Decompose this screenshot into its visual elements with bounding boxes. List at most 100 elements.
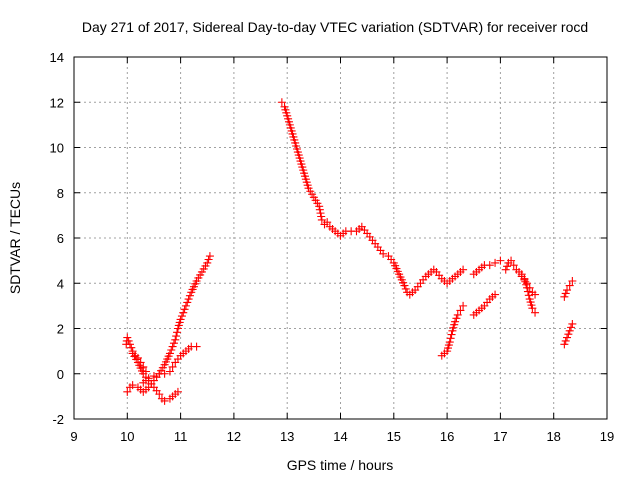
x-tick-label: 18 — [546, 429, 560, 444]
data-point — [144, 374, 153, 383]
data-point — [155, 390, 164, 399]
x-tick-label: 19 — [600, 429, 614, 444]
data-point — [205, 252, 214, 261]
data-point — [128, 381, 137, 390]
data-point-sample — [564, 330, 573, 339]
data-point — [400, 281, 409, 290]
y-axis-label: SDTVAR / TECUs — [7, 182, 23, 294]
y-tick-label: 0 — [57, 367, 64, 382]
data-point — [459, 265, 468, 274]
series-arc-b — [123, 252, 214, 396]
data-point — [560, 340, 569, 349]
data-point-sample — [167, 345, 176, 354]
data-point — [379, 249, 388, 258]
data-point-sample — [169, 339, 178, 348]
y-tick-label: 14 — [50, 50, 64, 65]
data-point — [192, 342, 201, 351]
data-point — [459, 301, 468, 310]
series-arc-e — [277, 98, 468, 299]
data-point — [456, 306, 465, 315]
data-point-sample — [561, 336, 570, 345]
data-point — [531, 308, 540, 317]
data-point-sample — [127, 343, 136, 352]
data-point — [525, 283, 534, 292]
y-tick-label: 10 — [50, 141, 64, 156]
data-point — [509, 261, 518, 270]
chart-title: Day 271 of 2017, Sidereal Day-to-day VTE… — [82, 19, 588, 35]
data-point — [123, 387, 132, 396]
data-point — [523, 279, 532, 288]
data-point-sample — [561, 289, 570, 298]
data-point-sample — [316, 209, 325, 218]
y-tick-label: 2 — [57, 322, 64, 337]
data-point-sample — [315, 205, 324, 214]
y-tick-labels: -2 0 2 4 6 8 10 12 14 — [50, 50, 64, 427]
series-arc-d — [139, 342, 201, 387]
data-point — [203, 258, 212, 267]
x-tick-label: 9 — [70, 429, 77, 444]
data-point — [317, 215, 326, 224]
data-point-sample — [401, 284, 410, 293]
data-point — [165, 367, 174, 376]
data-point — [496, 256, 505, 265]
data-point-sample — [183, 298, 192, 307]
series-arc-k — [560, 319, 577, 349]
data-point — [563, 333, 572, 342]
x-tick-labels: 9 10 11 12 13 14 15 16 17 18 19 — [70, 429, 614, 444]
data-point — [315, 202, 324, 211]
data-point — [453, 310, 462, 319]
data-point — [568, 319, 577, 328]
data-point-sample — [168, 342, 177, 351]
x-tick-label: 13 — [280, 429, 294, 444]
series-arc-h — [469, 256, 505, 279]
data-point-sample — [124, 336, 133, 345]
data-point — [491, 290, 500, 299]
x-tick-label: 15 — [387, 429, 401, 444]
data-point — [528, 304, 537, 313]
data-point — [531, 290, 540, 299]
series-arc-c — [128, 349, 182, 405]
data-point — [123, 333, 132, 342]
data-point — [501, 265, 510, 274]
y-tick-label: 12 — [50, 95, 64, 110]
data-point — [565, 326, 574, 335]
data-point-sample — [523, 287, 532, 296]
data-point — [445, 338, 454, 347]
y-tick-label: 6 — [57, 231, 64, 246]
y-tick-label: -2 — [52, 412, 64, 427]
x-axis-label: GPS time / hours — [287, 457, 394, 473]
data-point — [563, 286, 572, 295]
data-point — [323, 218, 332, 227]
y-tick-label: 8 — [57, 186, 64, 201]
series-arc-f — [437, 301, 468, 360]
data-point — [160, 369, 169, 378]
data-point — [168, 362, 177, 371]
data-point — [565, 281, 574, 290]
data-point — [173, 387, 182, 396]
data-point-sample — [446, 334, 455, 343]
data-point — [451, 317, 460, 326]
data-point — [149, 372, 158, 381]
data-point — [507, 256, 516, 265]
series-arc-a — [122, 333, 150, 376]
x-tick-label: 10 — [120, 429, 134, 444]
data-point-sample — [317, 212, 326, 221]
data-point — [181, 301, 190, 310]
series-arc-g — [469, 290, 500, 319]
data-point — [125, 340, 134, 349]
data-series — [122, 98, 577, 405]
data-point-sample — [503, 262, 512, 271]
data-point — [179, 308, 188, 317]
data-point-sample — [567, 323, 576, 332]
data-point — [560, 292, 569, 301]
data-point — [176, 315, 185, 324]
data-point — [485, 261, 494, 270]
x-tick-label: 16 — [440, 429, 454, 444]
x-tick-label: 14 — [333, 429, 347, 444]
data-point-sample — [185, 291, 194, 300]
data-point — [568, 276, 577, 285]
x-tick-label: 17 — [493, 429, 507, 444]
data-point-sample — [172, 332, 181, 341]
